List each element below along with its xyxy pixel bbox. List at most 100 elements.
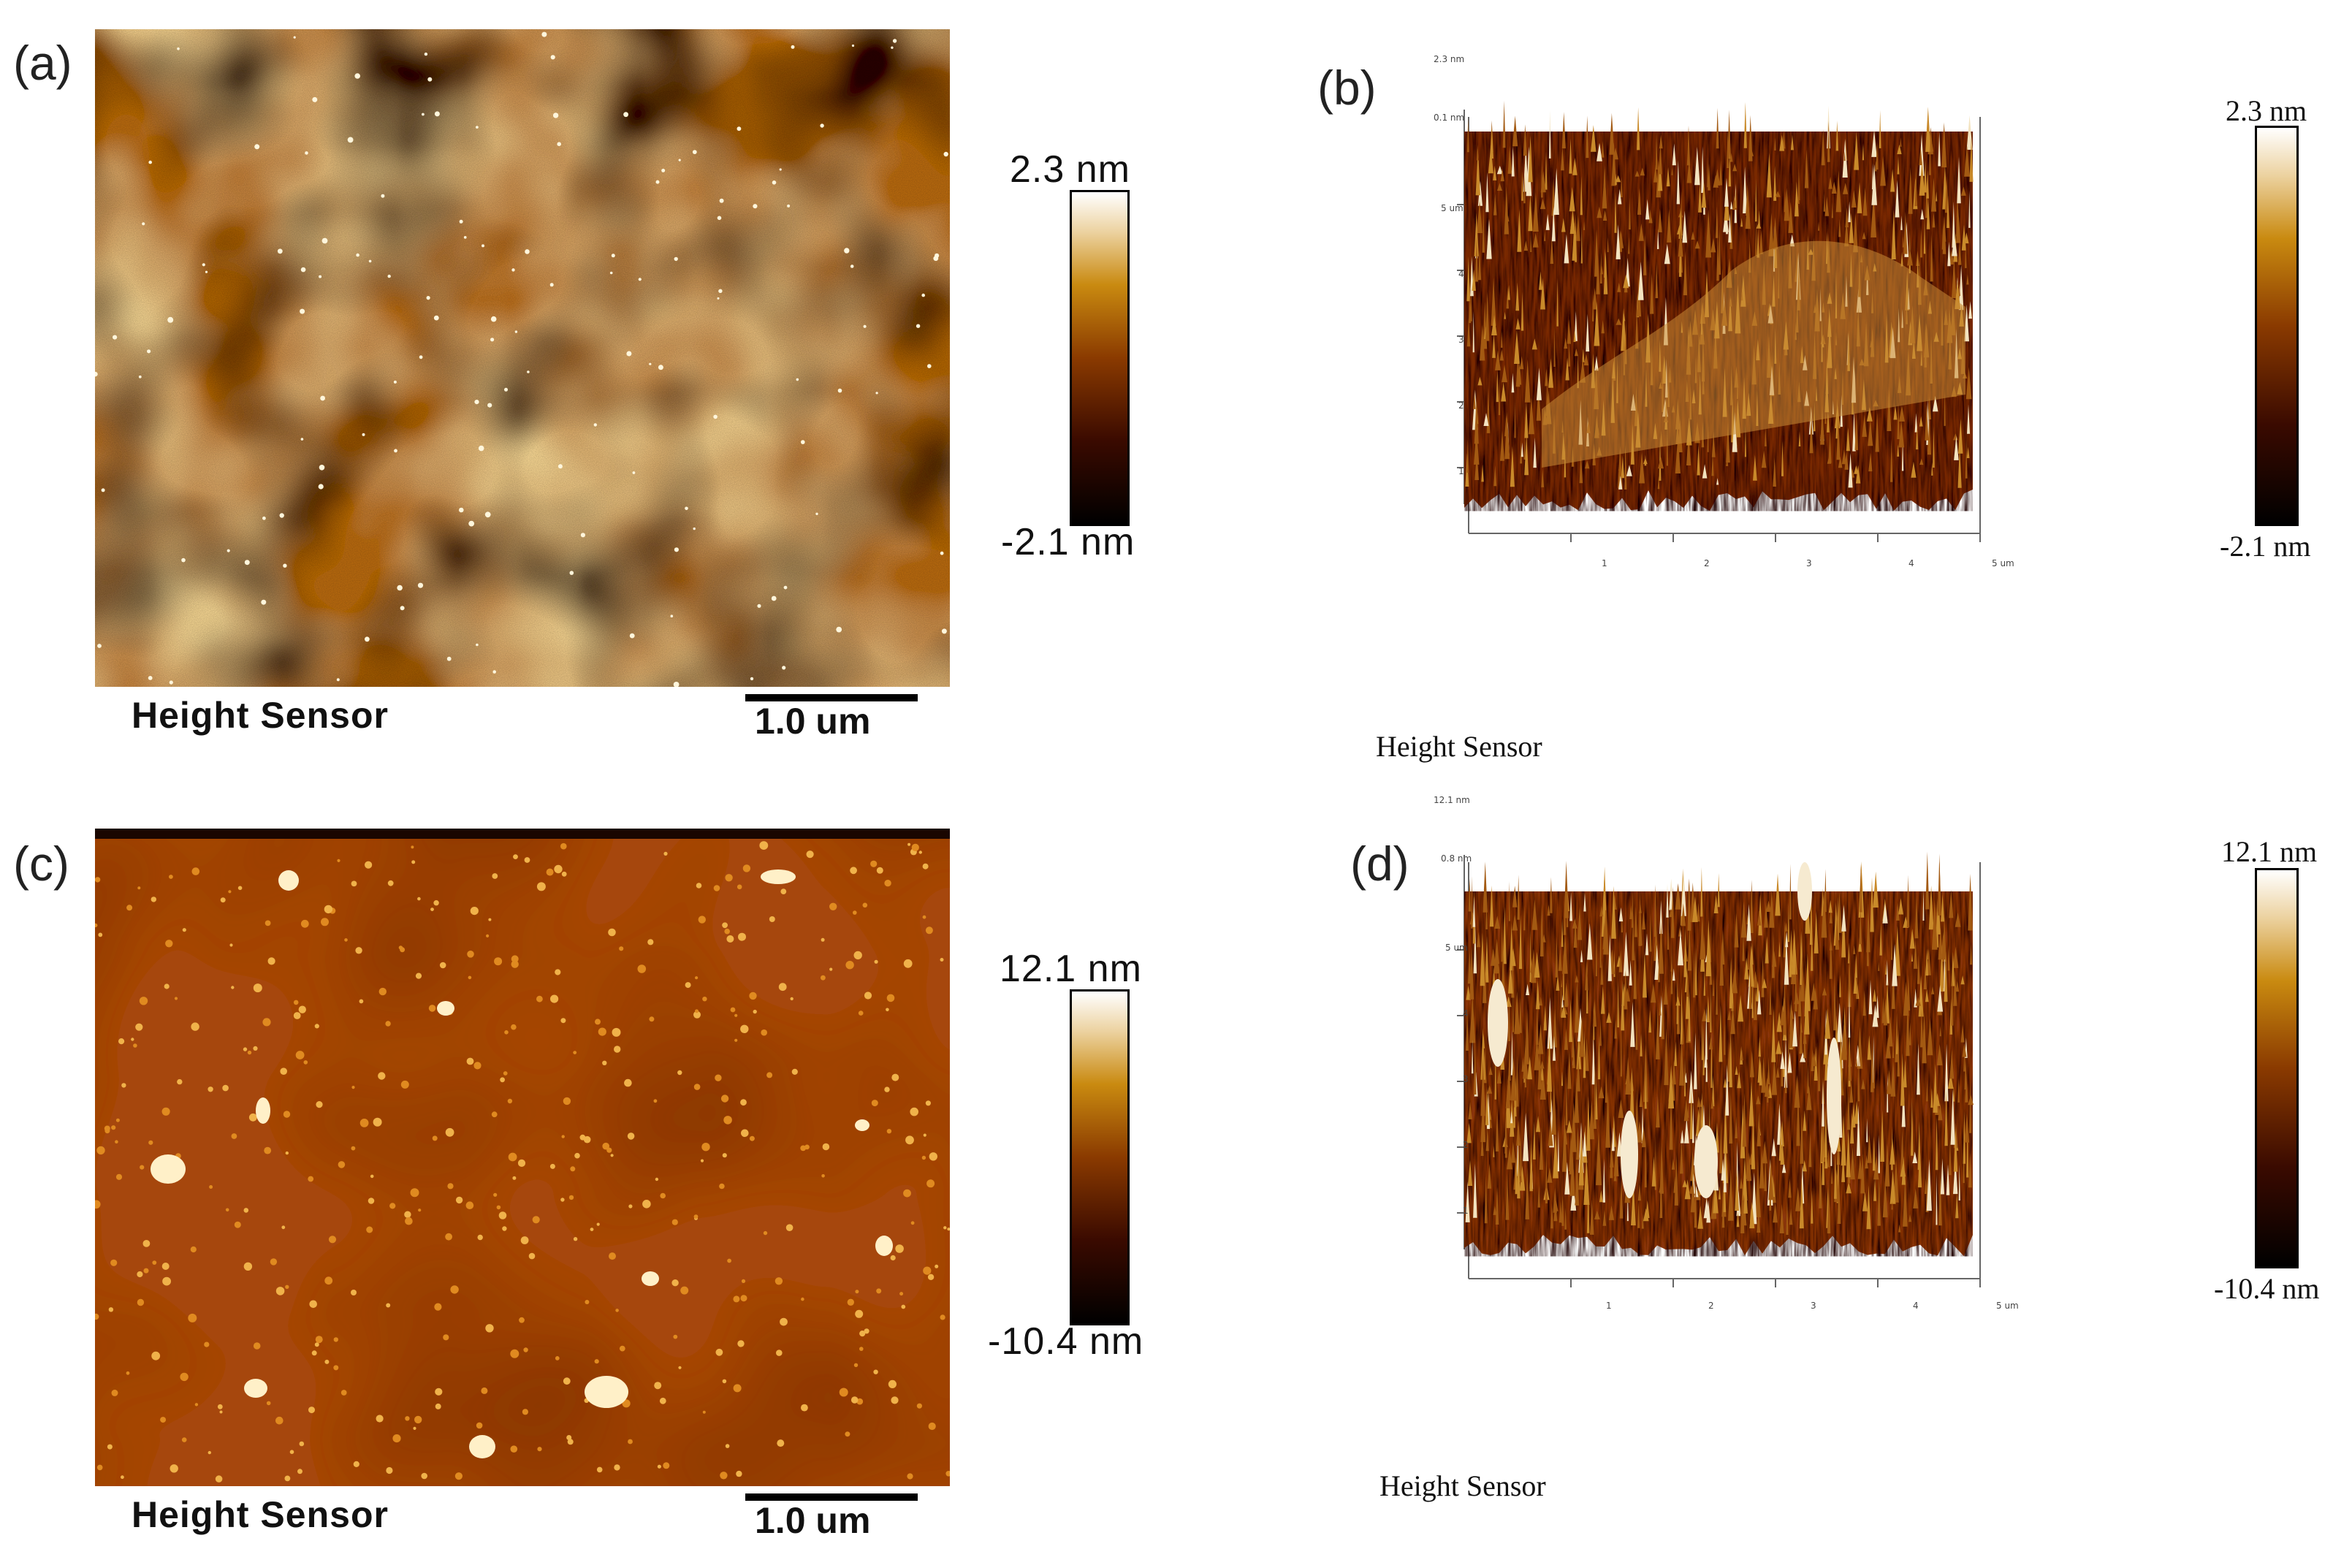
surface-spike bbox=[1694, 1032, 1697, 1089]
surface-spike bbox=[1623, 932, 1629, 976]
surface-particle bbox=[162, 1276, 171, 1286]
surface-spike bbox=[1510, 948, 1516, 967]
surface-spike bbox=[1716, 107, 1719, 149]
surface-tall-peak bbox=[1797, 862, 1812, 921]
surface-spike bbox=[1734, 913, 1739, 948]
surface-spike bbox=[1488, 145, 1493, 174]
surface-spike bbox=[1772, 929, 1775, 978]
surface-particle bbox=[324, 1276, 333, 1285]
surface-spike bbox=[1587, 923, 1593, 960]
surface-particle bbox=[455, 1196, 463, 1204]
surface-spike bbox=[1524, 403, 1529, 438]
surface-spike bbox=[1919, 416, 1923, 427]
surface-spike bbox=[1860, 864, 1862, 913]
surface-speckle bbox=[387, 274, 391, 278]
surface-particle bbox=[549, 1163, 555, 1169]
surface-spike bbox=[1625, 1057, 1631, 1095]
surface-spike bbox=[1773, 165, 1777, 201]
surface-spike bbox=[1553, 1035, 1556, 1061]
surface-spike bbox=[1558, 948, 1562, 971]
surface-particle bbox=[940, 1314, 945, 1320]
surface-spike bbox=[1838, 218, 1841, 237]
surface-spike bbox=[1545, 1152, 1548, 1203]
surface-particle bbox=[473, 1062, 482, 1070]
surface-spike bbox=[1862, 989, 1866, 1016]
surface-spike bbox=[1814, 910, 1819, 954]
surface-particle bbox=[121, 1083, 126, 1088]
panel-d-y-tick: 3 bbox=[1463, 1074, 1469, 1084]
surface-spike bbox=[1682, 210, 1688, 243]
surface-spike bbox=[1711, 452, 1714, 476]
surface-spike bbox=[1873, 1155, 1879, 1180]
surface-spike bbox=[1890, 169, 1895, 192]
surface-spike bbox=[1938, 1171, 1942, 1226]
surface-particle bbox=[821, 975, 826, 981]
surface-spike bbox=[1780, 1051, 1785, 1069]
surface-spike bbox=[1567, 1119, 1572, 1133]
surface-spike bbox=[1564, 338, 1568, 349]
surface-particle bbox=[98, 932, 103, 937]
surface-particle bbox=[270, 1258, 278, 1266]
surface-particle bbox=[219, 1410, 223, 1414]
surface-spike bbox=[1485, 935, 1489, 983]
surface-particle bbox=[647, 939, 654, 945]
surface-particle bbox=[131, 1038, 134, 1041]
surface-spike bbox=[1523, 174, 1526, 204]
surface-spike bbox=[1757, 1211, 1761, 1233]
surface-spike bbox=[1533, 437, 1537, 468]
surface-spike bbox=[1664, 243, 1670, 264]
surface-particle bbox=[903, 1189, 911, 1198]
surface-particle bbox=[96, 1464, 103, 1471]
surface-spike bbox=[1635, 307, 1639, 349]
surface-spike bbox=[1693, 951, 1696, 998]
surface-spike bbox=[1743, 1179, 1748, 1214]
surface-spike bbox=[1835, 121, 1839, 151]
surface-spike bbox=[1679, 1038, 1684, 1086]
surface-spike bbox=[1768, 1159, 1774, 1200]
surface-particle bbox=[415, 973, 422, 979]
surface-spike bbox=[1895, 180, 1900, 218]
surface-spike bbox=[1514, 991, 1520, 1035]
surface-spike bbox=[1784, 937, 1789, 985]
surface-particle bbox=[890, 1255, 896, 1261]
surface-spike bbox=[1903, 1177, 1908, 1227]
surface-spike bbox=[1748, 1081, 1754, 1127]
surface-spike bbox=[1643, 457, 1648, 465]
surface-spike bbox=[1493, 942, 1499, 974]
surface-spike bbox=[1609, 113, 1615, 155]
surface-spike bbox=[1518, 360, 1522, 385]
surface-spike bbox=[1931, 899, 1938, 950]
surface-particle bbox=[308, 1407, 315, 1414]
surface-spike bbox=[1591, 1032, 1595, 1085]
surface-spike bbox=[1531, 899, 1538, 930]
surface-spike bbox=[1659, 1165, 1663, 1218]
surface-spike bbox=[1527, 1056, 1532, 1080]
surface-particle bbox=[536, 882, 546, 891]
surface-spike bbox=[1586, 1095, 1591, 1151]
surface-spike bbox=[1520, 440, 1523, 464]
surface-spike bbox=[1833, 975, 1837, 1031]
surface-spike bbox=[1789, 864, 1792, 920]
surface-spike bbox=[1697, 1096, 1700, 1108]
surface-spike bbox=[1639, 904, 1642, 913]
surface-spike bbox=[1599, 1019, 1602, 1046]
surface-spike bbox=[1922, 1021, 1925, 1048]
surface-spike bbox=[1735, 1169, 1739, 1211]
surface-spike bbox=[1773, 217, 1778, 250]
surface-spike bbox=[1919, 228, 1923, 258]
surface-spike bbox=[1630, 1002, 1635, 1047]
surface-speckle bbox=[837, 388, 842, 393]
surface-spike bbox=[1764, 901, 1768, 928]
surface-particle bbox=[554, 864, 563, 874]
surface-spike bbox=[1605, 1069, 1607, 1103]
surface-spike bbox=[1700, 867, 1703, 917]
surface-particle bbox=[702, 997, 707, 1002]
surface-spike bbox=[1674, 1041, 1678, 1066]
surface-spike bbox=[1936, 1043, 1943, 1066]
surface-spike bbox=[1474, 397, 1479, 444]
surface-particle bbox=[891, 1073, 899, 1081]
surface-spike bbox=[1931, 462, 1933, 476]
surface-particle bbox=[566, 1435, 572, 1440]
surface-particle bbox=[433, 900, 439, 906]
surface-spike bbox=[1682, 1006, 1684, 1044]
